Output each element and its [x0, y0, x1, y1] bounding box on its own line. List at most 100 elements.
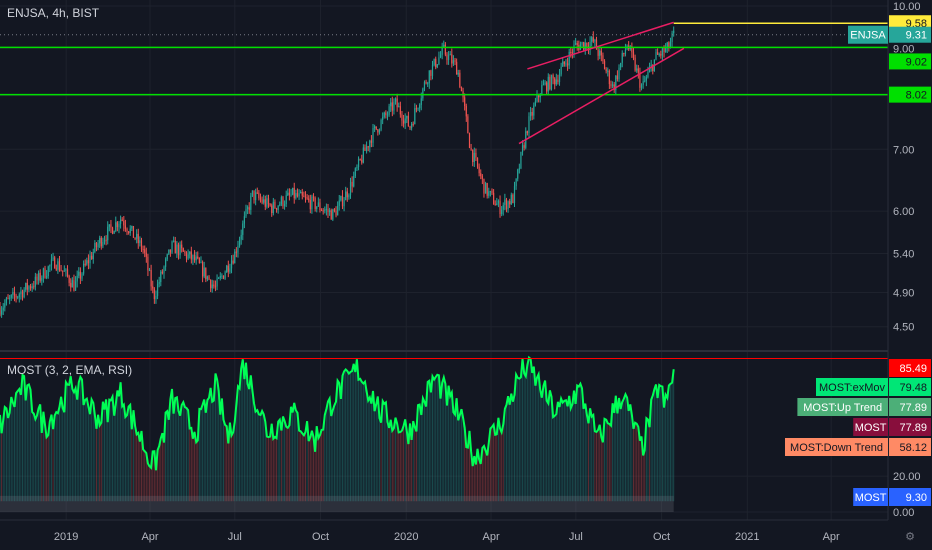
- candle-body: [136, 233, 138, 239]
- candle-body: [55, 268, 57, 270]
- candle-body: [2, 307, 4, 311]
- candle-body: [58, 261, 61, 271]
- candle-body: [451, 54, 453, 64]
- most-rsi-line: [0, 355, 888, 471]
- candle-body: [513, 186, 516, 204]
- candle-body: [21, 291, 24, 298]
- candle-body: [329, 210, 331, 213]
- candle-body: [73, 280, 75, 291]
- candle-body: [263, 199, 265, 203]
- candle-body: [76, 275, 78, 282]
- indicator-name: MOST: [855, 422, 887, 434]
- candle-body: [253, 190, 255, 201]
- candle-body: [494, 204, 496, 206]
- candle-body: [385, 112, 387, 115]
- gear-icon[interactable]: ⚙: [905, 531, 915, 543]
- candle-body: [155, 295, 157, 300]
- candlesticks: [0, 26, 675, 318]
- candle-body: [49, 265, 51, 267]
- candle-body: [647, 72, 649, 78]
- candle-body: [668, 42, 670, 49]
- candle-body: [531, 111, 533, 116]
- candle-body: [476, 157, 479, 167]
- symbol-title[interactable]: ENJSA, 4h, BIST: [7, 6, 100, 20]
- candle-body: [542, 84, 545, 86]
- candle-body: [52, 257, 54, 260]
- candle-body: [95, 242, 98, 248]
- candle-body: [648, 67, 651, 73]
- candle-body: [285, 195, 287, 205]
- grid: [0, 0, 888, 520]
- candle-body: [547, 76, 549, 92]
- price-tick-label: 7.00: [893, 144, 914, 156]
- candle-body: [620, 62, 622, 68]
- candle-body: [632, 52, 635, 58]
- candle-body: [92, 252, 94, 260]
- candle-body: [478, 166, 480, 174]
- candle-body: [266, 198, 268, 207]
- candle-body: [304, 196, 307, 198]
- time-scale[interactable]: [0, 520, 932, 550]
- candle-body: [660, 54, 662, 56]
- candle-body: [83, 263, 85, 274]
- candle-body: [484, 183, 487, 194]
- candle-body: [271, 205, 273, 214]
- symbol-tag-bg: [848, 25, 888, 44]
- candle-body: [181, 244, 183, 249]
- settings-corner[interactable]: [888, 520, 932, 550]
- candle-body: [518, 168, 520, 170]
- indicator-title[interactable]: MOST (3, 2, EMA, RSI): [7, 363, 133, 377]
- price-tick-label: 5.40: [893, 249, 914, 261]
- candle-body: [259, 198, 262, 200]
- candle-body: [523, 145, 525, 148]
- candle-body: [5, 298, 8, 304]
- candle-body: [238, 239, 241, 246]
- candle-body: [333, 209, 336, 211]
- candle-body: [557, 79, 559, 82]
- candle-body: [645, 77, 647, 81]
- candle-body: [148, 270, 151, 272]
- candle-body: [444, 44, 446, 55]
- candle-body: [4, 303, 6, 308]
- candle-body: [663, 48, 665, 52]
- candle-body: [599, 50, 601, 56]
- candle-body: [216, 278, 218, 287]
- candle-body: [591, 37, 593, 42]
- candle-body: [168, 249, 170, 255]
- candle-body: [29, 286, 32, 289]
- candle-body: [102, 242, 104, 247]
- candle-body: [534, 101, 537, 106]
- candle-body: [129, 228, 131, 233]
- candle-body: [348, 195, 350, 198]
- candle-body: [17, 296, 19, 298]
- candle-body: [361, 159, 363, 163]
- candle-body: [173, 240, 175, 242]
- candle-body: [269, 204, 271, 206]
- channel-line: [518, 47, 685, 145]
- indicator-value-bg: [889, 488, 931, 506]
- candle-body: [343, 200, 345, 207]
- candle-body: [46, 276, 48, 278]
- time-tick-label: Jul: [228, 531, 242, 543]
- candle-body: [475, 152, 477, 158]
- candle-body: [367, 146, 369, 148]
- candle-body: [377, 129, 379, 133]
- candle-body: [608, 70, 610, 85]
- candle-body: [277, 205, 279, 210]
- candle-body: [256, 192, 258, 194]
- candle-body: [39, 272, 41, 281]
- candle-body: [520, 151, 522, 169]
- candle-body: [47, 266, 49, 277]
- candle-body: [420, 98, 422, 105]
- candle-body: [615, 75, 617, 90]
- candle-body: [595, 39, 598, 50]
- candle-body: [369, 140, 371, 148]
- candle-body: [380, 119, 382, 130]
- indicator-value-bg: [889, 418, 931, 436]
- candle-body: [169, 249, 172, 253]
- candle-body: [218, 277, 220, 279]
- candle-body: [636, 68, 638, 71]
- candle-body: [235, 251, 237, 253]
- indicator-value: 85.49: [899, 363, 927, 375]
